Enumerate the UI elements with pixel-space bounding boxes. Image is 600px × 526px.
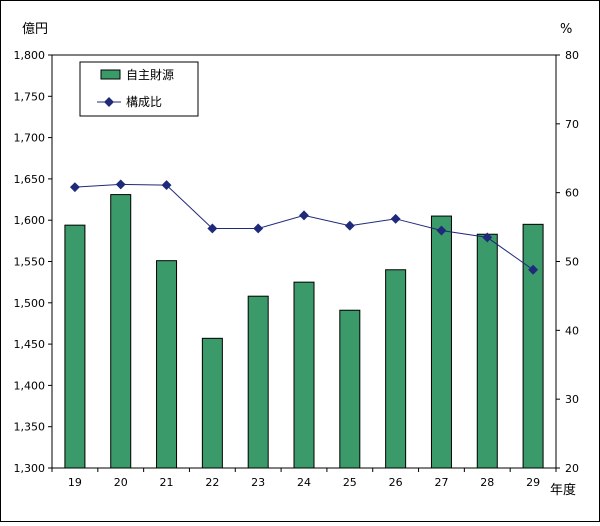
line-point [436,225,447,236]
left-tick-label: 1,600 [14,214,46,227]
left-axis-title: 億円 [22,21,48,37]
bar [385,269,407,469]
bar [339,309,361,469]
bar [247,295,269,469]
line-point [482,232,493,243]
x-axis-title: 年度 [550,482,576,498]
line-group [69,179,539,275]
right-tick-label: 30 [565,393,579,406]
legend-box [79,61,199,117]
line-point [69,182,80,193]
x-tick-label: 22 [205,476,219,489]
bar [476,233,498,469]
right-axis-title: % [560,22,572,37]
left-tick-label: 1,700 [14,132,46,145]
x-axis-ticks: 19 20 21 22 23 24 25 26 27 28 29 [51,468,557,489]
line-point [528,264,539,275]
line-point [344,220,355,231]
line-point [299,210,309,221]
left-tick-label: 1,550 [14,256,46,269]
bar [156,260,178,469]
x-tick-label: 27 [434,476,448,489]
left-tick-label: 1,400 [14,379,46,392]
left-tick-label: 1,350 [14,421,46,434]
bar [64,224,86,469]
bar [293,281,315,469]
left-tick-label: 1,750 [14,90,46,103]
right-tick-label: 60 [565,187,579,200]
left-tick-label: 1,650 [14,173,46,186]
bars-group [64,194,544,469]
left-tick-label: 1,500 [14,297,46,310]
line-point [115,179,126,190]
legend-swatch-marker [104,97,114,107]
right-tick-label: 20 [565,462,579,475]
left-axis-ticks: 1,300 1,350 1,400 1,450 1,500 1,550 1,600 1,650… [14,49,52,475]
legend-label-bar: 自主財源 [126,67,174,82]
x-tick-label: 26 [389,476,403,489]
left-tick-label: 1,800 [14,49,46,62]
right-tick-label: 80 [565,49,579,62]
legend: 自主財源 構成比 [79,61,199,117]
left-tick-label: 1,300 [14,462,46,475]
line-point [161,180,172,191]
bar [110,194,132,469]
x-tick-label: 25 [343,476,357,489]
x-tick-label: 29 [526,476,540,489]
legend-swatch-bar [100,69,121,80]
line-point [207,223,218,234]
x-tick-label: 19 [68,476,82,489]
bar [201,337,223,469]
left-tick-label: 1,450 [14,338,46,351]
right-tick-label: 70 [565,118,579,131]
x-tick-label: 23 [251,476,265,489]
right-tick-label: 50 [565,256,579,269]
right-tick-label: 40 [565,324,579,337]
line-point [390,213,401,224]
line-point [253,223,264,234]
x-tick-label: 21 [160,476,174,489]
x-tick-label: 28 [480,476,494,489]
bar [430,215,452,469]
bar [522,223,544,469]
legend-label-line: 構成比 [126,95,162,109]
right-axis-ticks: 20 30 40 50 60 70 80 [556,49,579,475]
x-tick-label: 20 [114,476,128,489]
x-tick-label: 24 [297,476,311,489]
